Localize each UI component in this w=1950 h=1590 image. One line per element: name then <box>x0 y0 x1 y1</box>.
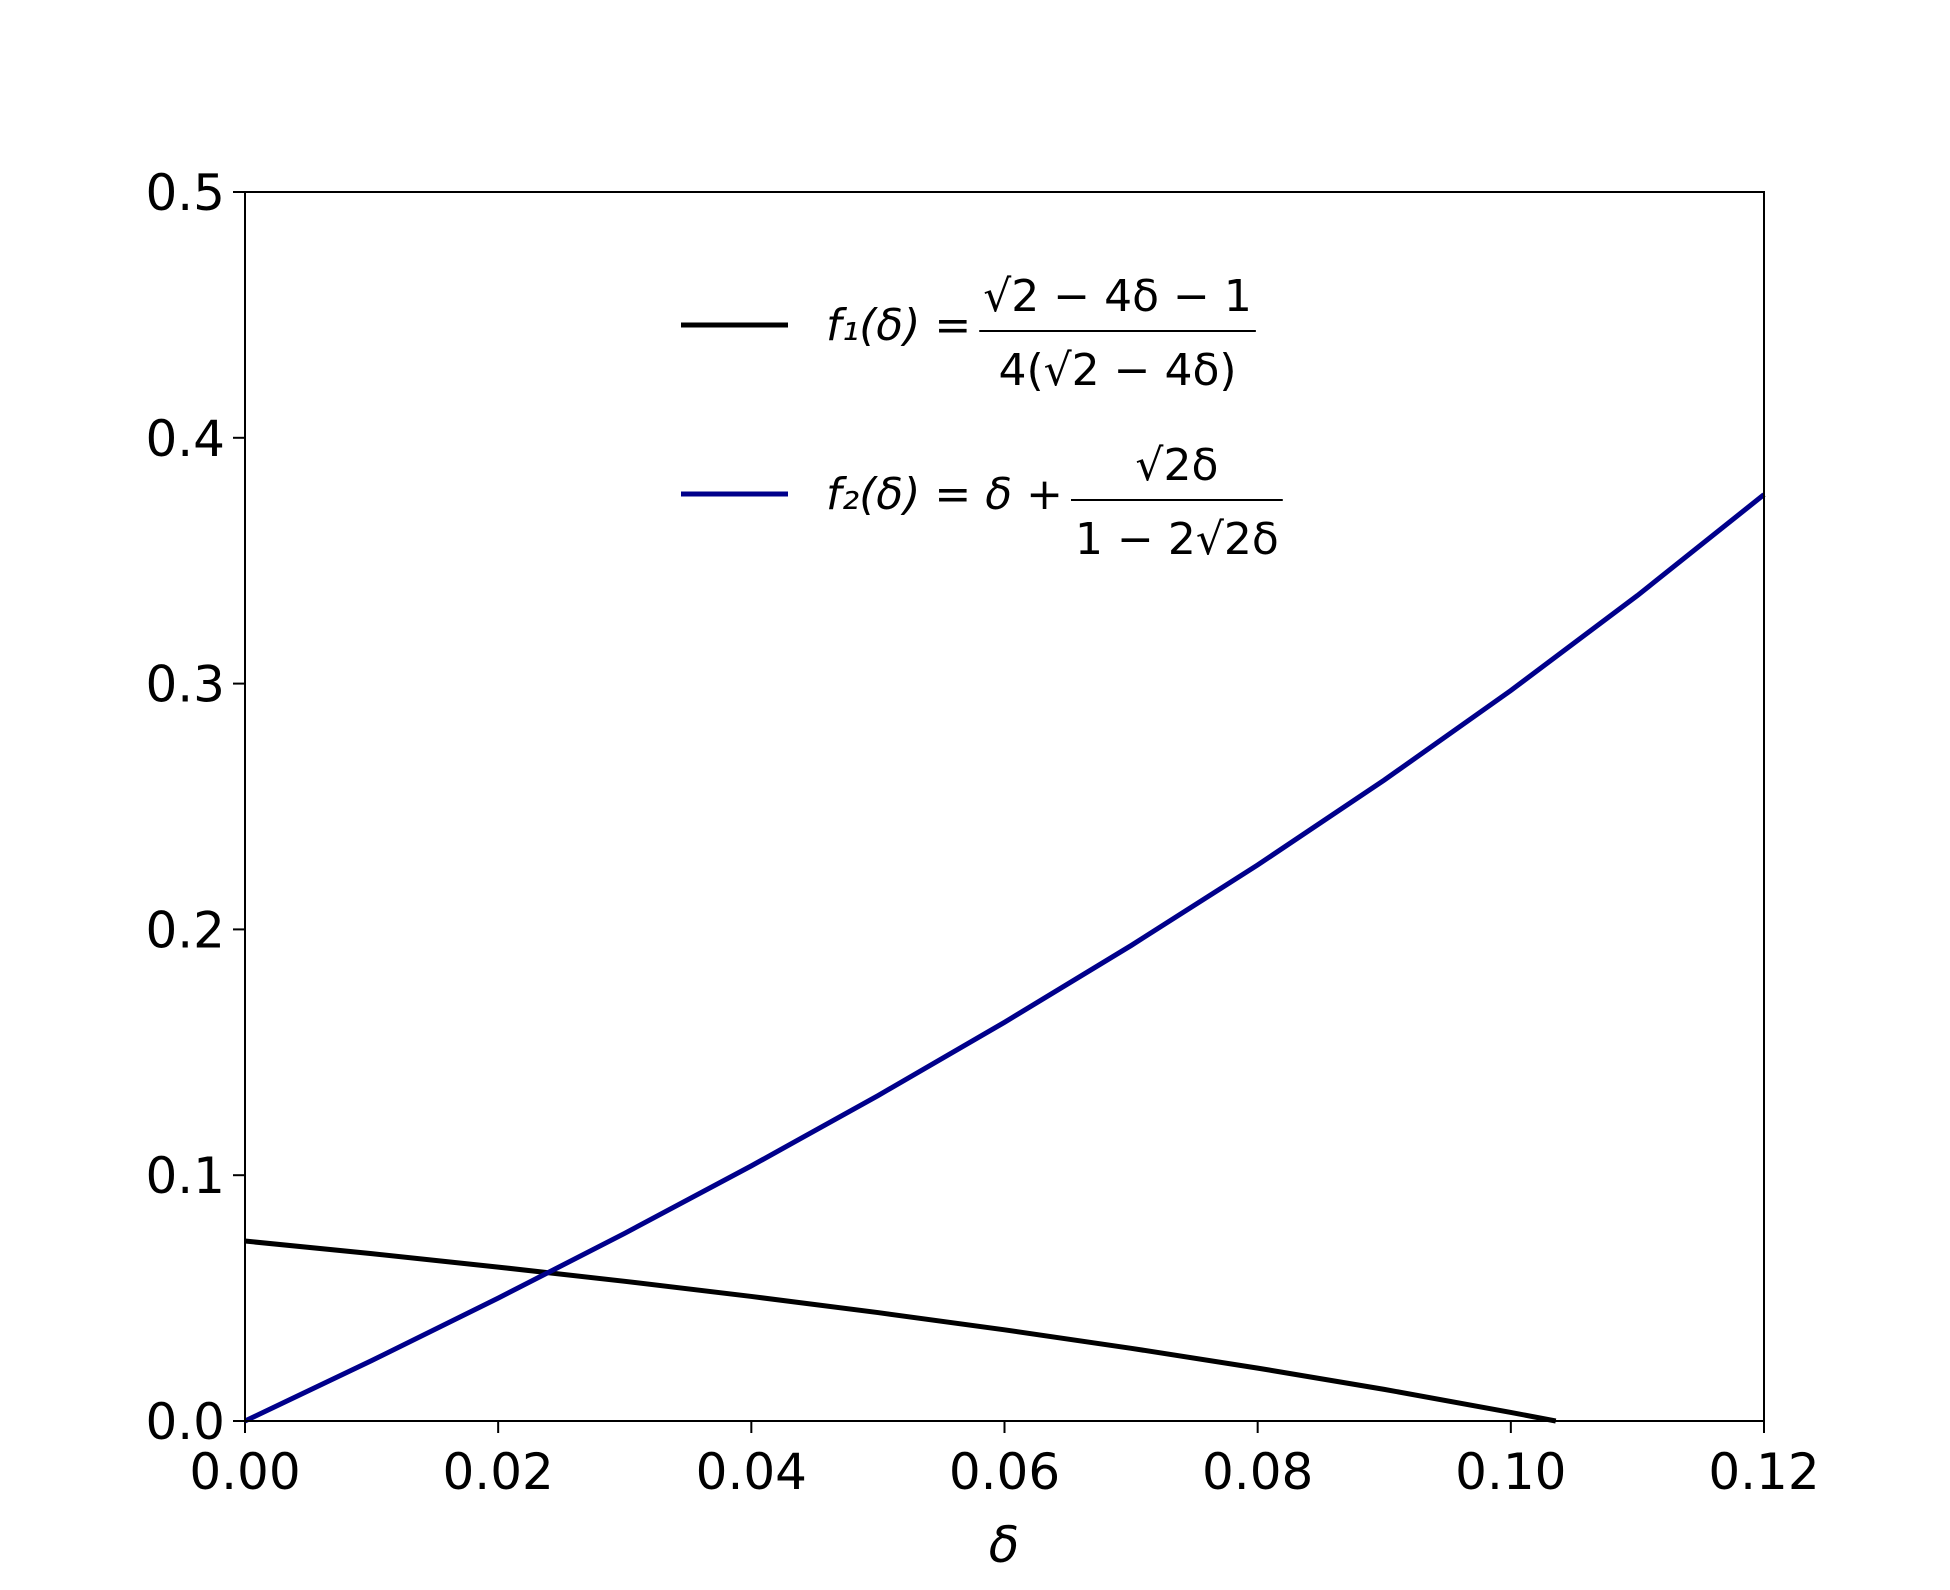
x-tick-label: 0.08 <box>1202 1443 1313 1501</box>
x-axis-label: δ <box>989 1516 1020 1574</box>
x-tick-label: 0.00 <box>189 1443 300 1501</box>
y-tick-label: 0.1 <box>145 1147 225 1205</box>
y-tick-label: 0.4 <box>145 410 225 468</box>
x-tick-label: 0.12 <box>1708 1443 1819 1501</box>
legend-label: f₂(δ) = δ + <box>826 469 1063 520</box>
line-series <box>243 492 1766 1424</box>
legend-numerator: √2δ <box>1135 440 1218 491</box>
y-tick-label: 0.0 <box>145 1393 225 1451</box>
x-tick-label: 0.10 <box>1455 1443 1566 1501</box>
line-series <box>244 1238 1557 1424</box>
y-tick-label: 0.5 <box>145 164 225 222</box>
x-tick-label: 0.04 <box>696 1443 807 1501</box>
legend-numerator: √2 − 4δ − 1 <box>983 271 1252 322</box>
x-tick-label: 0.06 <box>949 1443 1060 1501</box>
y-tick-label: 0.2 <box>145 901 225 959</box>
plot-frame <box>244 191 1765 1422</box>
x-tick-label: 0.02 <box>443 1443 554 1501</box>
legend-denominator: 4(√2 − 4δ) <box>998 345 1236 396</box>
legend-denominator: 1 − 2√2δ <box>1075 514 1279 565</box>
y-tick-label: 0.3 <box>145 656 225 714</box>
legend-label: f₁(δ) = <box>826 300 971 351</box>
